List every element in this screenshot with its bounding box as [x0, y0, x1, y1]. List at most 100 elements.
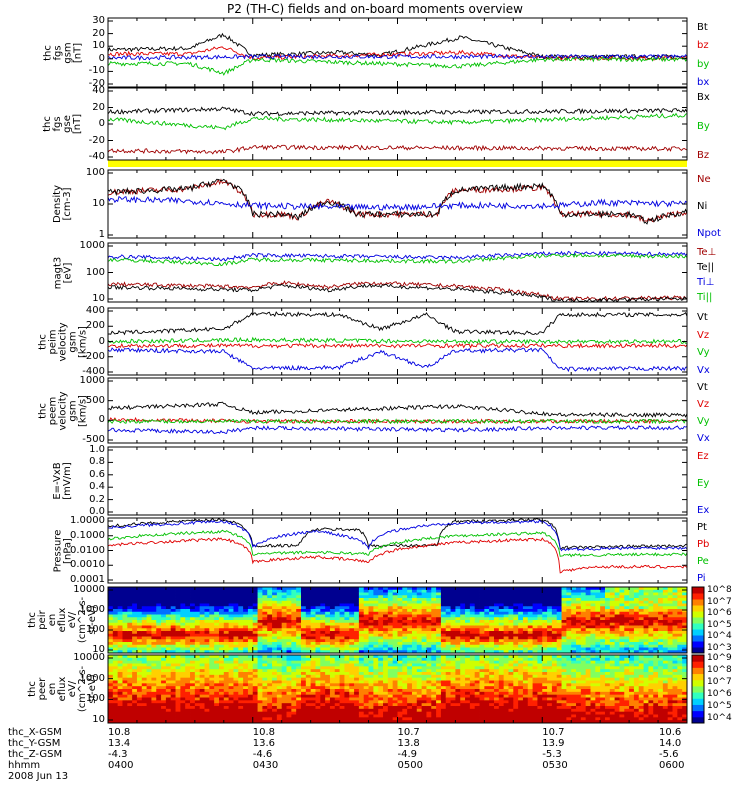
spectrogram-cell: [286, 672, 292, 676]
spectrogram-cell: [397, 691, 403, 696]
spectrogram-cell: [416, 600, 423, 604]
spectrogram-cell: [296, 620, 302, 624]
spectrogram-cell: [320, 660, 326, 664]
spectrogram-cell: [494, 625, 500, 629]
spectrogram-cell: [537, 625, 543, 629]
spectrogram-cell: [233, 644, 239, 648]
spectrogram-cell: [257, 622, 263, 626]
spectrogram-cell: [199, 714, 205, 718]
spectrogram-cell: [431, 614, 437, 618]
spectrogram-cell: [672, 606, 678, 610]
spectrogram-cell: [108, 609, 114, 613]
spectrogram-cell: [146, 647, 152, 651]
spectrogram-cell: [527, 633, 534, 637]
spectrogram-cell: [170, 660, 176, 664]
spectrogram-cell: [291, 677, 297, 681]
spectrogram-cell: [136, 644, 143, 648]
spectrogram-cell: [658, 606, 664, 610]
spectrogram-cell: [421, 677, 427, 681]
spectrogram-cell: [117, 669, 123, 673]
spectrogram-cell: [209, 603, 215, 607]
spectrogram-cell: [310, 650, 316, 654]
spectrogram-cell: [262, 689, 268, 693]
spectrogram-cell: [151, 609, 157, 613]
spectrogram-cell: [122, 636, 128, 640]
spectrogram-cell: [397, 592, 403, 596]
spectrogram-cell: [407, 614, 413, 618]
spectrogram-cell: [503, 611, 509, 615]
spectrogram-cell: [243, 708, 249, 713]
spectrogram-cell: [252, 708, 258, 713]
spectrogram-cell: [344, 622, 350, 626]
spectrogram-cell: [619, 631, 625, 635]
spectrogram-cell: [537, 628, 543, 632]
spectrogram-cell: [629, 592, 635, 596]
spectrogram-cell: [344, 595, 350, 599]
spectrogram-cell: [165, 636, 172, 640]
spectrogram-cell: [132, 647, 138, 651]
spectrogram-cell: [469, 620, 476, 624]
spectrogram-cell: [262, 598, 268, 602]
spectrogram-cell: [218, 706, 225, 710]
spectrogram-cell: [315, 686, 321, 690]
spectrogram-cell: [194, 644, 201, 648]
spectrogram-cell: [122, 650, 128, 654]
spectrogram-cell: [199, 697, 205, 701]
spectrogram-cell: [310, 592, 316, 596]
spectrogram-cell: [658, 639, 664, 643]
spectrogram-cell: [329, 655, 336, 659]
spectrogram-cell: [469, 639, 476, 643]
spectrogram-cell: [329, 633, 336, 637]
spectrogram-cell: [363, 587, 369, 591]
spectrogram-cell: [272, 714, 278, 718]
spectrogram-cell: [397, 717, 403, 721]
spectrogram-cell: [489, 650, 495, 654]
spectrogram-cell: [276, 680, 283, 684]
spectrogram-cell: [122, 617, 128, 621]
spectrogram-cell: [325, 625, 331, 629]
spectrogram-cell: [465, 622, 471, 626]
spectrogram-cell: [334, 672, 340, 676]
spectrogram-cell: [411, 672, 418, 676]
spectrogram-cell: [247, 609, 254, 613]
spectrogram-cell: [561, 631, 567, 635]
spectrogram-cell: [604, 600, 611, 604]
panel-frame: [107, 377, 688, 444]
spectrogram-cell: [122, 611, 128, 615]
spectrogram-cell: [600, 639, 606, 643]
spectrogram-cell: [474, 620, 480, 624]
spectrogram-cell: [325, 657, 331, 662]
spectrogram-cell: [132, 606, 138, 610]
spectrogram-cell: [257, 592, 263, 596]
spectrogram-cell: [238, 625, 244, 629]
spectrogram-cell: [165, 642, 172, 646]
spectrogram-cell: [305, 650, 312, 654]
spectrogram-cell: [141, 663, 148, 667]
spectrogram-cell: [387, 655, 394, 659]
spectrogram-cell: [291, 657, 297, 662]
spectrogram-cell: [301, 697, 307, 701]
spectrogram-cell: [416, 680, 423, 684]
spectrogram-cell: [127, 677, 133, 681]
spectrogram-cell: [378, 711, 384, 715]
spectrogram-cell: [199, 628, 205, 632]
spectrogram-cell: [378, 706, 384, 710]
spectrogram-cell: [267, 694, 273, 698]
spectrogram-cell: [156, 611, 162, 615]
spectrogram-cell: [358, 674, 365, 679]
spectrogram-cell: [146, 677, 152, 681]
spectrogram-cell: [392, 617, 398, 621]
spectrogram-cell: [180, 650, 186, 654]
spectrogram-cell: [349, 680, 355, 684]
spectrogram-cell: [411, 600, 418, 604]
spectrogram-cell: [243, 663, 249, 667]
spectrogram-cell: [132, 686, 138, 690]
spectrogram-cell: [411, 660, 418, 664]
spectrogram-cell: [624, 589, 630, 593]
spectrogram-cell: [146, 674, 152, 679]
spectrogram-cell: [291, 650, 297, 654]
spectrogram-cell: [445, 633, 451, 637]
spectrogram-cell: [421, 711, 427, 715]
spectrogram-cell: [373, 663, 379, 667]
spectrogram-cell: [411, 587, 418, 591]
